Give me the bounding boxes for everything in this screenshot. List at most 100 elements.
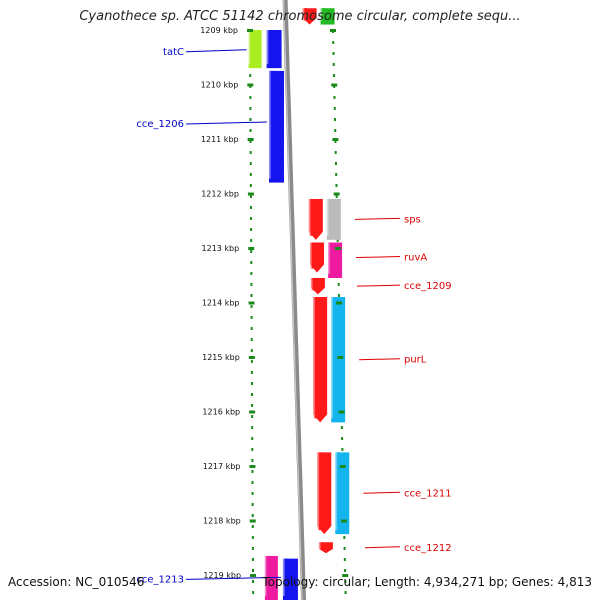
ruler-dot-left: [251, 415, 254, 418]
ruler-dot-left: [249, 195, 252, 198]
ruler-dot-left: [249, 140, 252, 143]
gene-shine: [310, 277, 316, 291]
tick-mark-left: [248, 301, 255, 305]
ruler-dot-left: [250, 217, 253, 220]
label-leader: [356, 284, 401, 287]
gene-label-cce_1206: cce_1206: [136, 119, 184, 130]
tick-mark-right: [340, 519, 347, 523]
ruler-dot-right: [344, 569, 347, 572]
tick-mark-right: [331, 83, 338, 87]
tick-label: 1213 kbp: [202, 244, 240, 253]
ruler-dot-left: [249, 129, 252, 132]
ruler-dot-left: [250, 349, 253, 352]
ruler-dot-left: [251, 481, 254, 484]
tick-label: 1217 kbp: [203, 462, 241, 471]
tick-mark-right: [338, 410, 345, 414]
ruler-dot-right: [344, 580, 347, 583]
ruler-dot-left: [251, 448, 254, 451]
label-leader: [364, 546, 401, 549]
gene-shine: [335, 452, 341, 531]
ruler-dot-left: [250, 250, 253, 253]
ruler-dot-left: [249, 151, 252, 154]
tick-mark-right: [332, 138, 339, 141]
accession-text: Accession: NC_010546: [8, 575, 145, 589]
ruler-dot-right: [334, 162, 337, 165]
ruler-dot-left: [250, 294, 253, 297]
ruler-dot-right: [333, 96, 336, 99]
tick-mark-left: [248, 356, 255, 359]
gene-shine: [326, 198, 332, 236]
ruler-dot-right: [337, 294, 340, 297]
gene-label-sps: sps: [404, 214, 421, 225]
ruler-dot-right: [335, 195, 338, 198]
gene-shine: [318, 542, 324, 550]
tick-label: 1215 kbp: [202, 353, 240, 362]
tick-mark-left: [250, 574, 257, 577]
tick-mark-left: [249, 519, 256, 523]
ruler-dot-right: [334, 140, 337, 143]
backbone-highlight: [283, 0, 303, 600]
tick-label: 1212 kbp: [201, 190, 239, 199]
ruler-dot-right: [343, 547, 346, 550]
ruler-dot-right: [332, 52, 335, 55]
ruler-dot-left: [249, 206, 252, 209]
ruler-dot-right: [343, 558, 346, 561]
ruler-dot-left: [250, 261, 253, 264]
gene-label-cce_1211: cce_1211: [404, 488, 452, 499]
ruler-dot-left: [252, 580, 255, 583]
tick-label: 1218 kbp: [203, 517, 241, 526]
gene-label-cce_1213: cce_1213: [136, 574, 184, 585]
ruler-dot-left: [250, 382, 253, 385]
ruler-dot-left: [250, 316, 253, 319]
tick-label: 1210 kbp: [201, 81, 239, 90]
ruler-dot-left: [251, 459, 254, 462]
ruler-dot-left: [250, 239, 253, 242]
backbone-line: [282, 0, 307, 600]
ruler-dot-right: [333, 107, 336, 110]
ruler-dot-left: [250, 360, 253, 363]
tick-mark-right: [339, 465, 346, 468]
ruler-dot-left: [250, 283, 253, 286]
ruler-dot-right: [337, 283, 340, 286]
tick-mark-right: [330, 29, 336, 32]
ruler-dot-left: [251, 536, 254, 539]
ruler-dot-left: [249, 173, 252, 176]
gene-shine: [310, 242, 315, 269]
gene-label-cce_1209: cce_1209: [404, 281, 452, 292]
gene-features: [248, 8, 350, 600]
ruler-dot-left: [251, 558, 254, 561]
tick-mark-right: [333, 192, 340, 196]
ruler-dot-left: [249, 118, 252, 121]
ruler-dot-left: [249, 184, 252, 187]
ruler-dot-left: [251, 503, 254, 506]
ruler-dot-left: [250, 338, 253, 341]
tick-label: 1211 kbp: [201, 135, 239, 144]
tick-mark-left: [249, 465, 256, 468]
ruler-dot-right: [334, 151, 337, 154]
gene-label-purL: purL: [404, 355, 427, 366]
ruler-dot-right: [335, 173, 338, 176]
ruler-dot-right: [332, 74, 335, 77]
gene-shine: [308, 198, 314, 236]
gene-shine: [268, 70, 275, 179]
ruler-dot-right: [334, 129, 337, 132]
tick-label: 1209 kbp: [200, 26, 238, 35]
gene-shine: [317, 452, 323, 531]
ruler-dot-left: [252, 591, 255, 594]
chromosome-backbone: [282, 0, 307, 600]
gene-shine: [266, 30, 272, 65]
tick-mark-left: [248, 247, 255, 250]
label-leader: [185, 49, 247, 53]
gene-shine: [264, 555, 270, 596]
ruler-dot-left: [251, 426, 254, 429]
label-leader: [359, 358, 401, 361]
tick-mark-right: [342, 574, 349, 577]
ruler-dot-left: [249, 74, 252, 77]
ruler-dot-right: [333, 118, 336, 121]
label-leader: [355, 256, 401, 259]
ruler-dot-right: [344, 591, 347, 594]
label-leader: [185, 576, 281, 580]
ruler-dot-right: [343, 536, 346, 539]
tick-mark-left: [247, 83, 254, 87]
